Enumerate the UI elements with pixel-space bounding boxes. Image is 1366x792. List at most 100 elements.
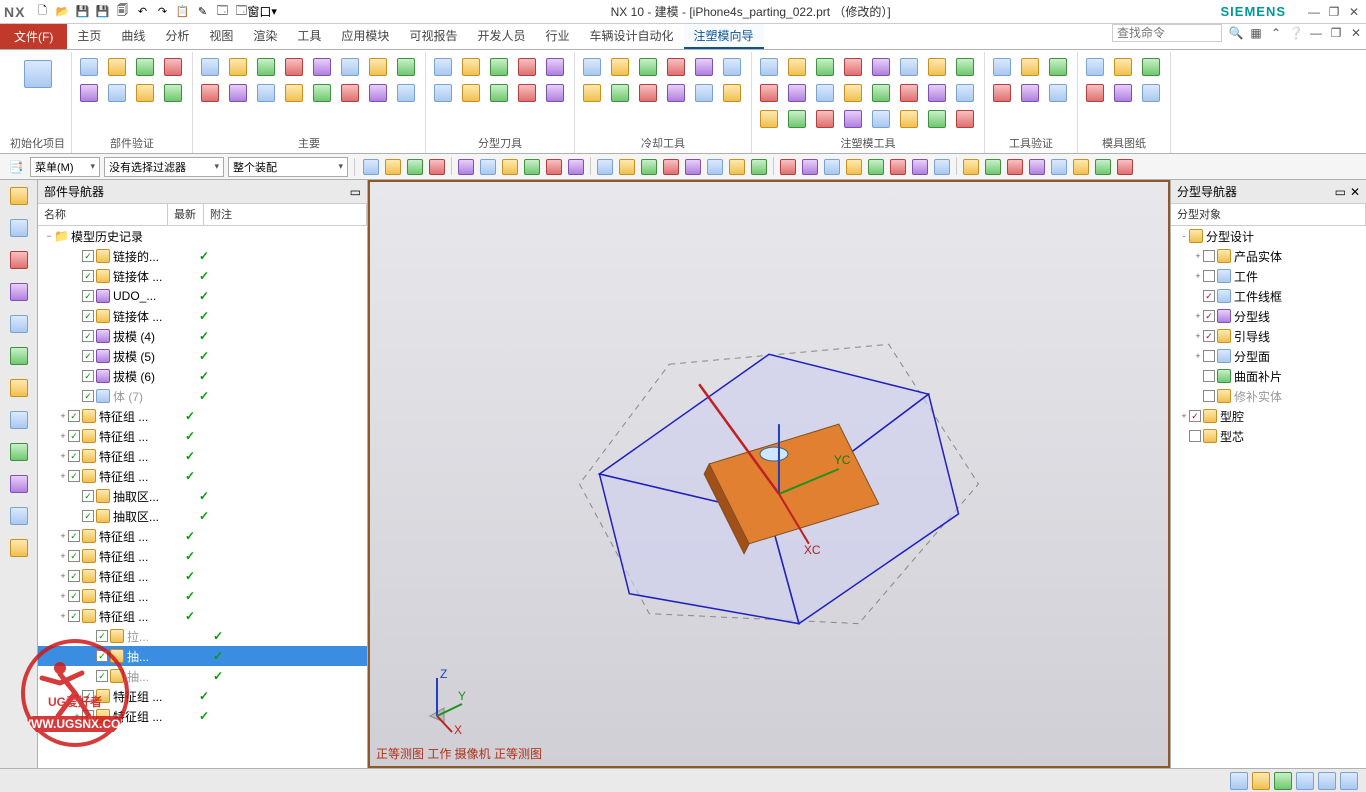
ribbon-button[interactable]: [665, 82, 687, 104]
ribbon-button[interactable]: [106, 82, 128, 104]
minimize-icon[interactable]: —: [1306, 4, 1322, 20]
layout-icon[interactable]: ▦: [1247, 24, 1265, 42]
ribbon-tab[interactable]: 车辆设计自动化: [579, 24, 683, 49]
ribbon-big-button[interactable]: [22, 56, 54, 116]
toolbar-button[interactable]: [1115, 157, 1135, 177]
toolbar-button[interactable]: [383, 157, 403, 177]
qat-button[interactable]: 💾: [73, 3, 91, 21]
ribbon-button[interactable]: [255, 56, 277, 78]
rail-button[interactable]: [7, 536, 31, 560]
panel-close-icon[interactable]: ✕: [1350, 185, 1360, 199]
ribbon-button[interactable]: [870, 108, 892, 130]
toolbar-button[interactable]: [888, 157, 908, 177]
toolbar-button[interactable]: [1027, 157, 1047, 177]
tree-row[interactable]: ✓拔模 (6)✓: [38, 366, 367, 386]
ribbon-button[interactable]: [1084, 56, 1106, 78]
ribbon-button[interactable]: [162, 82, 184, 104]
inner-close-icon[interactable]: ✕: [1347, 24, 1365, 42]
ribbon-button[interactable]: [311, 56, 333, 78]
ribbon-button[interactable]: [581, 56, 603, 78]
ribbon-button[interactable]: [255, 82, 277, 104]
help-icon[interactable]: ❔: [1287, 24, 1305, 42]
ribbon-button[interactable]: [78, 56, 100, 78]
ribbon-button[interactable]: [516, 56, 538, 78]
tree-row[interactable]: ✓抽取区...✓: [38, 486, 367, 506]
toolbar-button[interactable]: [1049, 157, 1069, 177]
rail-button[interactable]: [7, 184, 31, 208]
col-latest[interactable]: 最新: [168, 204, 204, 225]
ribbon-button[interactable]: [367, 56, 389, 78]
ribbon-button[interactable]: [991, 82, 1013, 104]
toolbar-button[interactable]: [544, 157, 564, 177]
ribbon-button[interactable]: [1140, 82, 1162, 104]
ribbon-button[interactable]: [1112, 56, 1134, 78]
toolbar-button[interactable]: [478, 157, 498, 177]
qat-button[interactable]: ✎: [193, 3, 211, 21]
ribbon-button[interactable]: [395, 56, 417, 78]
ribbon-button[interactable]: [814, 108, 836, 130]
ribbon-button[interactable]: [926, 82, 948, 104]
ribbon-button[interactable]: [460, 56, 482, 78]
toolbar-button[interactable]: [778, 157, 798, 177]
ribbon-tab[interactable]: 应用模块: [331, 24, 399, 49]
toolbar-button[interactable]: [910, 157, 930, 177]
parting-tree-row[interactable]: +分型面: [1171, 346, 1366, 366]
tree-row[interactable]: +✓特征组 ...✓: [38, 586, 367, 606]
ribbon-button[interactable]: [367, 82, 389, 104]
status-icon[interactable]: [1318, 772, 1336, 790]
menu-button[interactable]: 菜单(M): [30, 157, 100, 177]
ribbon-button[interactable]: [544, 56, 566, 78]
toolbar-button[interactable]: [522, 157, 542, 177]
ribbon-button[interactable]: [283, 82, 305, 104]
parting-tree-row[interactable]: 曲面补片: [1171, 366, 1366, 386]
ribbon-button[interactable]: [199, 82, 221, 104]
tree-root[interactable]: −📁 模型历史记录: [38, 226, 367, 246]
tree-row[interactable]: +✓特征组 ...✓: [38, 426, 367, 446]
close-icon[interactable]: ✕: [1346, 4, 1362, 20]
panel-dock-icon[interactable]: ▭: [1335, 185, 1346, 199]
rail-button[interactable]: [7, 344, 31, 368]
tree-row[interactable]: +✓特征组 ...✓: [38, 466, 367, 486]
ribbon-button[interactable]: [637, 56, 659, 78]
ribbon-button[interactable]: [842, 56, 864, 78]
toolbar-button[interactable]: [866, 157, 886, 177]
ribbon-tab[interactable]: 渲染: [243, 24, 287, 49]
search-icon[interactable]: 🔍: [1227, 24, 1245, 42]
parting-tree-row[interactable]: +✓引导线: [1171, 326, 1366, 346]
rail-button[interactable]: [7, 248, 31, 272]
toolbar-button[interactable]: [639, 157, 659, 177]
ribbon-tab[interactable]: 可视报告: [399, 24, 467, 49]
qat-button[interactable]: ↷: [153, 3, 171, 21]
ribbon-button[interactable]: [870, 56, 892, 78]
maximize-icon[interactable]: ❐: [1326, 4, 1342, 20]
command-search-input[interactable]: [1112, 24, 1222, 42]
tree-row[interactable]: ✓拔模 (5)✓: [38, 346, 367, 366]
rail-button[interactable]: [7, 376, 31, 400]
toolbar-button[interactable]: [566, 157, 586, 177]
ribbon-tab[interactable]: 曲线: [111, 24, 155, 49]
ribbon-button[interactable]: [199, 56, 221, 78]
qat-button[interactable]: 📋: [173, 3, 191, 21]
rail-button[interactable]: [7, 472, 31, 496]
parting-tree-row[interactable]: +产品实体: [1171, 246, 1366, 266]
ribbon-button[interactable]: [898, 56, 920, 78]
ribbon-tab[interactable]: 行业: [535, 24, 579, 49]
col-name[interactable]: 名称: [38, 204, 168, 225]
ribbon-button[interactable]: [134, 56, 156, 78]
status-icon[interactable]: [1340, 772, 1358, 790]
status-icon[interactable]: [1230, 772, 1248, 790]
ribbon-button[interactable]: [637, 82, 659, 104]
ribbon-button[interactable]: [898, 108, 920, 130]
filter-combo[interactable]: 没有选择过滤器: [104, 157, 224, 177]
ribbon-button[interactable]: [693, 82, 715, 104]
rail-button[interactable]: [7, 216, 31, 240]
panel-options-icon[interactable]: ▭: [350, 185, 361, 199]
tree-row[interactable]: +✓特征组 ...✓: [38, 686, 367, 706]
tree-row[interactable]: ✓体 (7)✓: [38, 386, 367, 406]
toolbar-button[interactable]: [961, 157, 981, 177]
status-icon[interactable]: [1252, 772, 1270, 790]
ribbon-button[interactable]: [954, 56, 976, 78]
tree-row[interactable]: ✓抽取区...✓: [38, 506, 367, 526]
ribbon-button[interactable]: [1140, 56, 1162, 78]
ribbon-tab[interactable]: 开发人员: [467, 24, 535, 49]
